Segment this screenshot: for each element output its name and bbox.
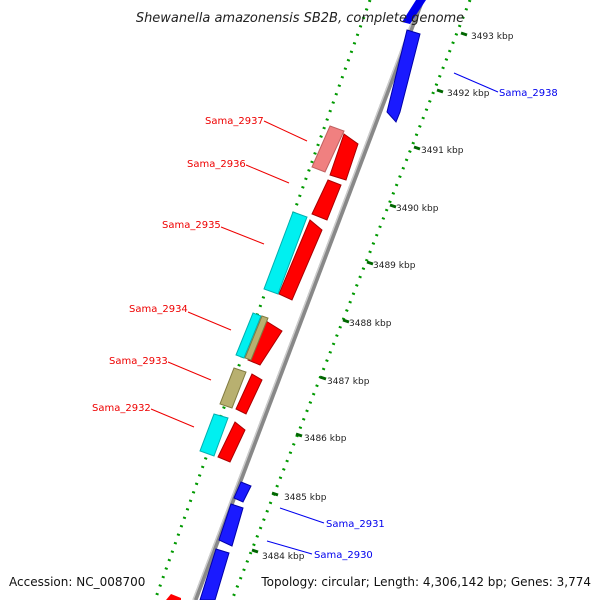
tick-mark [366,260,374,266]
tick-mark [342,318,350,324]
forward-genes [199,0,426,600]
gene-arrow-sama-2930 [199,548,230,600]
tick-mark [271,491,279,497]
gene-label-sama-2938[interactable]: Sama_2938 [499,88,558,99]
gene-label-sama-2935[interactable]: Sama_2935 [162,220,221,231]
tick-mark [436,88,444,94]
topology-label: Topology: circular; Length: 4,306,142 bp… [260,575,591,589]
gene-label-sama-2930[interactable]: Sama_2930 [314,550,373,561]
cog-bar-sama-2932 [199,413,229,457]
gene-arrow-sama-2938-top [402,0,426,24]
ruler-dotted-line-inner [153,0,372,600]
leader-line-sama-2930 [266,540,313,555]
accession-label: Accession: NC_008700 [9,575,145,589]
gene-label-sama-2933[interactable]: Sama_2933 [109,356,168,367]
cog-bar-sama-2933 [219,367,247,409]
leader-line-sama-2937 [263,120,308,142]
leader-line-sama-2934 [187,311,232,331]
tick-mark [319,375,327,381]
cog-bars [199,125,345,457]
map-title: Shewanella amazonensis SB2B, complete ge… [136,11,464,26]
tick-label-3484: 3484 kbp [262,552,305,562]
gene-arrow-sama-2931-a [233,481,252,503]
forward-label-leaders [266,72,499,555]
gene-label-sama-2931[interactable]: Sama_2931 [326,519,385,530]
leader-line-sama-2935 [220,226,265,245]
cog-bar-sama-2934-cyan [235,312,262,359]
ruler-dotted-line-outer [230,0,472,600]
gene-label-sama-2932[interactable]: Sama_2932 [92,403,151,414]
tick-mark [460,31,468,37]
genome-backbone [192,0,425,600]
tick-label-3487: 3487 kbp [327,377,370,387]
gene-arrow-sama-2937 [329,133,359,181]
tick-mark [251,548,259,554]
tick-label-3485: 3485 kbp [284,493,327,503]
genome-backbone-highlight [192,0,421,600]
gene-arrow-sama-2933 [235,373,263,415]
tick-mark [389,203,397,209]
cog-bar-sama-2934-olive [244,315,269,361]
reverse-genes [166,133,359,600]
tick-label-3492: 3492 kbp [447,89,490,99]
tick-mark [413,145,421,151]
gene-arrow-bottom-red [166,594,181,600]
cog-bar-sama-2937 [311,125,345,173]
tick-label-3493: 3493 kbp [471,32,514,42]
leader-line-sama-2936 [245,164,290,184]
tick-label-3490: 3490 kbp [396,204,439,214]
leader-line-sama-2932 [150,408,195,428]
gene-arrow-sama-2932 [217,421,246,463]
gene-label-sama-2936[interactable]: Sama_2936 [187,159,246,170]
leader-line-sama-2938 [453,72,499,93]
tick-label-3486: 3486 kbp [304,434,347,444]
reverse-label-leaders [150,120,308,428]
tick-mark [295,432,303,438]
leader-line-sama-2931 [279,507,325,524]
tick-label-3491: 3491 kbp [421,146,464,156]
cog-bar-sama-2935 [263,211,308,295]
tick-marks [251,31,468,554]
tick-label-3488: 3488 kbp [349,319,392,329]
gene-label-sama-2934[interactable]: Sama_2934 [129,304,188,315]
gene-arrow-sama-2931-b [218,503,244,547]
gene-arrow-sama-2935 [278,219,323,301]
tick-label-3489: 3489 kbp [373,261,416,271]
leader-line-sama-2933 [167,361,212,381]
gene-arrow-sama-2936 [311,179,342,221]
gene-arrow-sama-2938 [386,29,421,123]
gene-label-sama-2937[interactable]: Sama_2937 [205,116,264,127]
